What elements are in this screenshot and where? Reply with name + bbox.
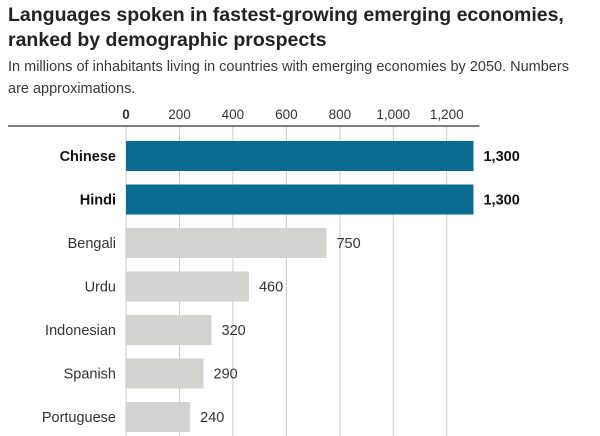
value-label: 1,300 — [483, 149, 519, 165]
value-label: 240 — [200, 410, 224, 426]
chart-title: Languages spoken in fastest-growing emer… — [8, 4, 564, 51]
x-tick-label: 800 — [329, 107, 352, 122]
labels: 0 200 400 600 800 1,000 1,200 Chinese 1,300 Hindi… — [42, 107, 520, 426]
bar — [126, 141, 474, 171]
category-label: Indonesian — [45, 323, 116, 339]
category-label: Chinese — [60, 149, 116, 165]
bar — [126, 315, 212, 345]
category-label: Portuguese — [42, 410, 116, 426]
x-tick-label: 1,000 — [376, 107, 410, 122]
bar — [126, 228, 327, 258]
value-label: 750 — [336, 236, 360, 252]
value-label: 320 — [222, 323, 246, 339]
bar — [126, 271, 249, 302]
x-tick-label: 400 — [222, 107, 245, 122]
value-label: 460 — [259, 280, 283, 296]
bar — [126, 184, 474, 215]
x-tick-label: 600 — [275, 107, 298, 122]
bar — [126, 402, 191, 432]
x-tick-label: 0 — [122, 107, 130, 122]
bars — [126, 141, 474, 432]
category-label: Bengali — [68, 236, 116, 252]
bar — [126, 358, 204, 389]
value-label: 1,300 — [483, 193, 519, 209]
category-label: Urdu — [85, 280, 116, 296]
x-tick-label: 200 — [168, 107, 191, 122]
value-label: 290 — [214, 367, 238, 383]
x-tick-label: 1,200 — [430, 107, 464, 122]
chart-subtitle: In millions of inhabitants living in cou… — [8, 59, 569, 97]
category-label: Spanish — [64, 367, 116, 383]
category-label: Hindi — [80, 193, 116, 209]
